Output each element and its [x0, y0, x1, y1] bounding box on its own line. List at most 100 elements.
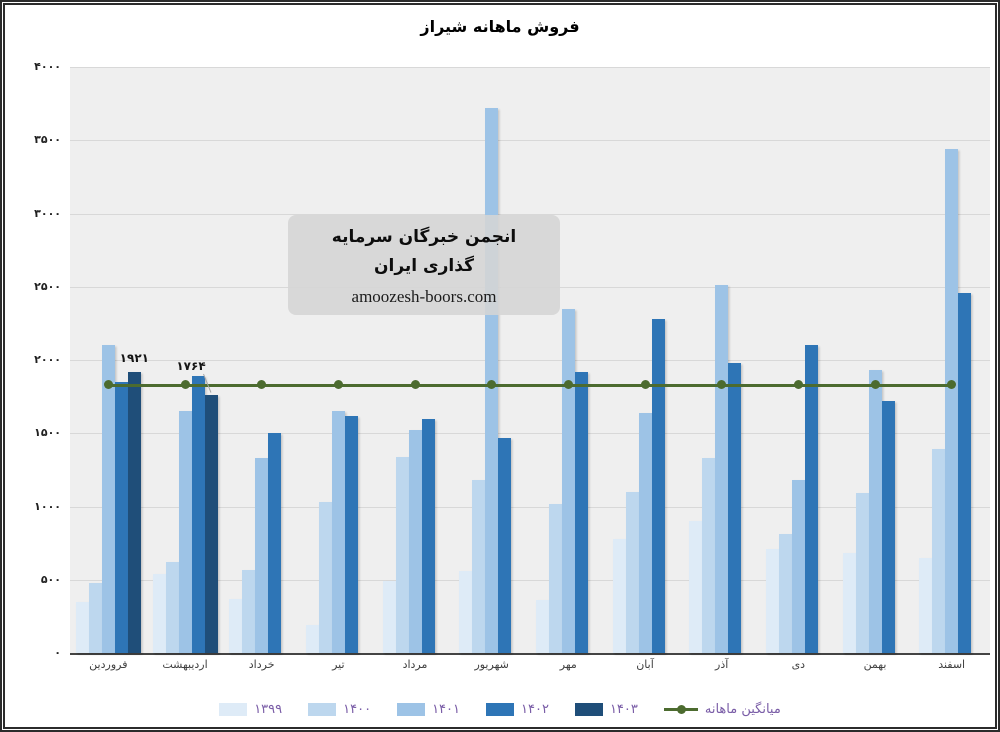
bar-۱۴۰۰ [395, 456, 409, 653]
y-tick-label: ۲۰۰۰ [34, 353, 61, 366]
x-axis-label: دی [791, 658, 806, 671]
bar-۱۴۰۲ [651, 318, 665, 653]
legend-item-۱۴۰۱: ۱۴۰۱ [397, 702, 460, 717]
legend-item-۱۴۰۰: ۱۴۰۰ [308, 702, 371, 717]
bar-۱۴۰۱ [791, 480, 805, 653]
bar-۱۴۰۰ [165, 562, 179, 653]
plot-area: ۱۹۲۱ ۱۷۶۴ [70, 67, 990, 655]
bar-۱۳۹۹ [459, 570, 473, 653]
legend-label: ۱۴۰۱ [432, 702, 460, 717]
bar-۱۴۰۲ [268, 433, 282, 653]
gridline [70, 433, 990, 435]
y-tick-label: ۵۰۰ [40, 572, 61, 586]
y-tick-label: ۴۰۰۰ [34, 60, 61, 73]
chart-title: فروش ماهانه شیراز [420, 17, 580, 36]
legend-label: میانگین ماهانه [704, 702, 781, 717]
average-line-dot [640, 380, 650, 390]
x-axis-label: اسفند [938, 658, 966, 671]
legend-label: ۱۴۰۰ [343, 702, 372, 717]
y-tick-label: ۱۵۰۰ [34, 426, 61, 440]
bar-۱۴۰۱ [561, 308, 575, 653]
legend-item-average: میانگین ماهانه [663, 702, 781, 717]
bar-۱۳۹۹ [152, 573, 166, 653]
gridline [70, 506, 990, 508]
bar-۱۴۰۲ [344, 415, 358, 653]
bar-۱۳۹۹ [689, 521, 703, 653]
bar-۱۴۰۲ [421, 418, 435, 653]
x-axis-label: فروردین [89, 658, 128, 671]
bar-۱۳۹۹ [842, 553, 856, 653]
y-tick-label: ۲۵۰۰ [34, 279, 61, 293]
bar-۱۴۰۱ [945, 149, 959, 653]
legend-swatch [486, 703, 514, 716]
bar-۱۴۰۱ [331, 411, 345, 653]
x-axis-label: شهریور [474, 658, 509, 671]
gridline [70, 67, 990, 68]
x-axis-label: خرداد [248, 658, 275, 671]
bar-۱۴۰۰ [242, 569, 256, 653]
gridline [70, 579, 990, 581]
watermark-url: amoozesh-boors.com [351, 286, 497, 306]
legend-swatch [308, 703, 337, 716]
watermark-title: انجمن خبرگان سرمایه گذاری ایران [331, 227, 517, 276]
bar-۱۴۰۰ [932, 449, 946, 653]
average-line-dot [257, 380, 267, 390]
bar-۱۴۰۲ [498, 437, 512, 653]
y-tick-label: ۳۵۰۰ [34, 133, 61, 147]
legend-swatch [397, 703, 426, 716]
bar-۱۴۰۳ [127, 371, 141, 653]
average-line-dot [563, 380, 573, 390]
y-tick-label: ۱۰۰۰ [34, 499, 61, 513]
bar-۱۳۹۹ [612, 538, 626, 653]
average-line-dot [947, 380, 957, 390]
bar-۱۴۰۰ [702, 458, 716, 653]
average-line-dot [180, 380, 190, 390]
bar-۱۴۰۰ [548, 503, 562, 653]
bar-۱۴۰۱ [715, 285, 729, 653]
bar-۱۳۹۹ [382, 581, 396, 653]
data-label: ۱۹۲۱ [119, 350, 149, 365]
y-tick-label: ۰ [54, 646, 61, 659]
bar-۱۴۰۲ [574, 371, 588, 653]
bar-۱۴۰۲ [728, 362, 742, 653]
legend-line-dot [676, 705, 686, 714]
bar-۱۴۰۲ [191, 376, 205, 653]
bar-۱۴۰۲ [804, 345, 818, 653]
bar-۱۴۰۰ [318, 502, 332, 653]
watermark: انجمن خبرگان سرمایه گذاری ایران amoozesh… [288, 215, 560, 315]
bar-۱۴۰۲ [114, 381, 128, 653]
bar-۱۴۰۰ [472, 480, 486, 653]
bar-۱۴۰۳ [204, 394, 218, 653]
x-axis-label: مرداد [402, 658, 428, 671]
x-axis-label: آذر [715, 658, 729, 671]
bar-۱۳۹۹ [919, 557, 933, 653]
bar-۱۳۹۹ [535, 600, 549, 653]
x-axis-label: آبان [636, 658, 654, 671]
x-axis-label: بهمن [863, 658, 887, 671]
bar-۱۴۰۰ [855, 493, 869, 653]
average-line-dot [870, 380, 880, 390]
x-axis-label: اردیبهشت [162, 658, 208, 671]
average-line-dot [793, 380, 803, 390]
legend-label: ۱۴۰۳ [609, 702, 638, 717]
average-line [108, 383, 952, 387]
legend-item-۱۴۰۳: ۱۴۰۳ [574, 702, 638, 717]
bar-۱۳۹۹ [75, 601, 89, 653]
bar-۱۳۹۹ [765, 549, 779, 653]
gridline [70, 360, 990, 361]
bar-۱۴۰۲ [881, 401, 895, 653]
bar-۱۳۹۹ [229, 598, 243, 653]
legend-line-swatch [663, 705, 698, 714]
legend-label: ۱۴۰۲ [521, 702, 549, 717]
average-line-dot [717, 380, 727, 390]
legend: ۱۳۹۹ ۱۴۰۰ ۱۴۰۱ ۱۴۰۲ ۱۴۰۳ میانگین ماهانه [5, 702, 995, 717]
x-axis-label: تیر [332, 658, 345, 671]
gridline [70, 140, 990, 142]
legend-swatch [574, 703, 603, 716]
bar-۱۴۰۱ [868, 370, 882, 653]
bar-۱۴۰۱ [101, 345, 115, 653]
bar-۱۴۰۲ [958, 292, 972, 653]
y-tick-label: ۳۰۰۰ [34, 206, 61, 220]
bar-۱۴۰۰ [778, 534, 792, 653]
bar-۱۳۹۹ [305, 625, 319, 653]
